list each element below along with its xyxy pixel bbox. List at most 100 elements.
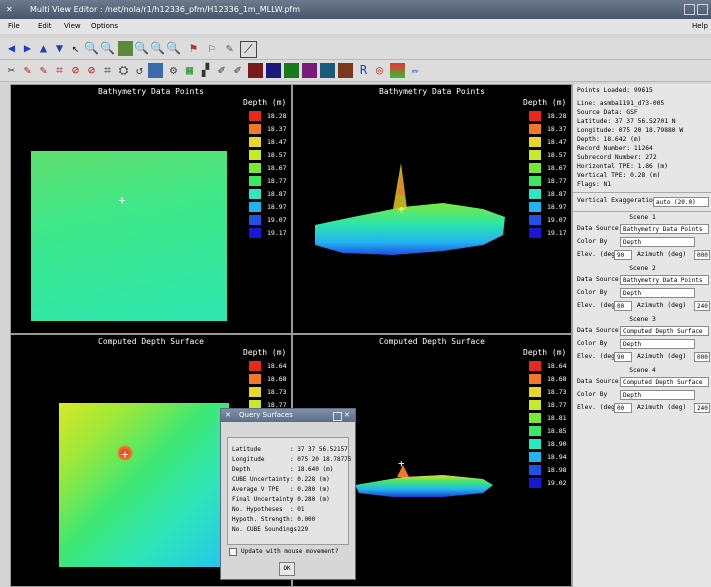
flag-icon[interactable]: ⚑ — [189, 41, 198, 55]
rotate-left-icon[interactable]: ◀ — [7, 41, 16, 55]
elevation-field[interactable]: 00 — [614, 403, 632, 413]
delete-poly-icon[interactable]: ✎ — [39, 63, 48, 77]
legend-entry: 18.28 — [529, 111, 571, 121]
color-by-select[interactable]: Depth — [620, 390, 695, 400]
legend-label: 18.37 — [547, 125, 567, 133]
brush-icon[interactable]: ✏ — [411, 63, 420, 77]
layer4-icon[interactable] — [302, 63, 317, 78]
data-source-select[interactable]: Bathymetry Data Points — [620, 224, 709, 234]
rotate-down-icon[interactable]: ▼ — [55, 41, 64, 55]
dialog-close-icon[interactable]: ✕ — [344, 411, 350, 419]
legend-label: 18.68 — [547, 375, 567, 383]
view-scene-2[interactable]: Bathymetry Data Points Depth (m) 18.28 18… — [292, 84, 572, 334]
layer1-icon[interactable] — [248, 63, 263, 78]
map-view-icon[interactable] — [118, 41, 133, 56]
app-x-icon[interactable]: ✕ — [6, 5, 13, 14]
legend-entry: 18.98 — [529, 465, 571, 475]
elevation-label: Elev. (deg) — [577, 404, 619, 411]
legend-swatch — [529, 137, 541, 147]
color-by-select[interactable]: Depth — [620, 339, 695, 349]
legend-label: 18.97 — [267, 203, 287, 211]
legend-swatch — [529, 452, 541, 462]
pencil-icon[interactable]: ✐ — [217, 63, 226, 77]
menu-edit[interactable]: Edit — [38, 22, 52, 30]
longitude: Longitude: 075 20 18.79880 W — [577, 127, 684, 134]
legend-entry: 18.77 — [529, 400, 571, 410]
surface-icon[interactable] — [148, 63, 163, 78]
azimuth-field[interactable]: 240 — [694, 403, 710, 413]
target-icon[interactable]: ◎ — [375, 63, 384, 77]
azimuth-field[interactable]: 000 — [694, 352, 710, 362]
highlight-icon[interactable]: ▦ — [185, 63, 194, 77]
elevation-field[interactable]: 90 — [614, 250, 632, 260]
maximize-icon[interactable] — [697, 4, 708, 15]
color-scale-icon[interactable] — [390, 63, 405, 78]
feature-icon[interactable]: ✎ — [225, 41, 234, 55]
zoom-extent-icon[interactable]: 🔍 — [166, 41, 181, 55]
legend-title: Depth (m) — [243, 348, 287, 357]
keep-poly-icon[interactable]: ⌗ — [56, 63, 63, 77]
azimuth-field[interactable]: 240 — [694, 301, 710, 311]
legend-entry: 18.28 — [249, 111, 291, 121]
exaggeration-field[interactable]: auto (20.0) — [653, 197, 709, 207]
menu-view[interactable]: View — [64, 22, 81, 30]
undo-icon[interactable]: ↺ — [135, 63, 144, 77]
measure-icon[interactable]: ⟋ — [240, 41, 257, 58]
rotate-up-icon[interactable]: ▲ — [39, 41, 48, 55]
menu-options[interactable]: Options — [91, 22, 119, 30]
update-checkbox[interactable] — [229, 548, 237, 556]
select-icon[interactable]: ▞ — [201, 63, 210, 77]
legend-entry: 18.90 — [529, 439, 571, 449]
delete-rect-icon[interactable]: ✎ — [23, 63, 32, 77]
hotkey-poly-icon[interactable]: ⌗ — [104, 63, 111, 77]
query-field-value: : 0.000 — [290, 516, 316, 523]
view-title: Computed Depth Surface — [98, 337, 204, 346]
color-by-select[interactable]: Depth — [620, 288, 695, 298]
rotate-right-icon[interactable]: ▶ — [23, 41, 32, 55]
pen-icon[interactable]: ✐ — [233, 63, 242, 77]
r-tool-icon[interactable]: R — [359, 63, 368, 77]
flag-toggle-icon[interactable]: ⚐ — [207, 41, 216, 55]
data-source-select[interactable]: Computed Depth Surface — [620, 326, 709, 336]
filter-icon[interactable]: ⛭ — [118, 63, 129, 77]
delete-point-icon[interactable]: ✂ — [7, 63, 16, 77]
settings-icon[interactable]: ⚙ — [169, 63, 178, 77]
legend-swatch — [249, 387, 261, 397]
points-loaded: Points Loaded: 99615 — [577, 87, 653, 94]
legend-entry: 18.73 — [249, 387, 291, 397]
elevation-field[interactable]: 90 — [614, 352, 632, 362]
dialog-maximize-icon[interactable] — [333, 412, 342, 421]
data-source-select[interactable]: Computed Depth Surface — [620, 377, 709, 387]
dialog-x-icon[interactable]: ✕ — [225, 411, 231, 419]
layer3-icon[interactable] — [284, 63, 299, 78]
query-field-label: Depth — [232, 466, 251, 473]
zoom-out-icon[interactable]: 🔍 — [100, 41, 115, 55]
restore-poly-icon[interactable]: ⊘ — [87, 63, 96, 77]
color-by-select[interactable]: Depth — [620, 237, 695, 247]
azimuth-field[interactable]: 000 — [694, 250, 710, 260]
menu-help[interactable]: Help — [692, 22, 708, 30]
data-source-label: Data Source — [577, 225, 619, 232]
view-scene-1[interactable]: Bathymetry Data Points Depth (m) 18.28 18… — [10, 84, 292, 334]
elevation-field[interactable]: 00 — [614, 301, 632, 311]
legend-label: 18.73 — [267, 388, 287, 396]
query-field-label: No. Hypotheses — [232, 506, 283, 513]
layer6-icon[interactable] — [338, 63, 353, 78]
data-source-select[interactable]: Bathymetry Data Points — [620, 275, 709, 285]
azimuth-label: Azimuth (deg) — [637, 404, 687, 411]
pointer-icon[interactable]: ↖ — [71, 41, 80, 55]
legend-swatch — [529, 150, 541, 160]
menu-file[interactable]: File — [8, 22, 20, 30]
zoom-in-icon[interactable]: 🔍 — [84, 41, 99, 55]
toolbar-view: ◀ ▶ ▲ ▼ ↖ 🔍 🔍 🔍 🔍 🔍 ⚑ ⚐ ✎ ⟋ — [0, 38, 711, 60]
minimize-icon[interactable] — [684, 4, 695, 15]
restore-rect-icon[interactable]: ⊘ — [71, 63, 80, 77]
layer5-icon[interactable] — [320, 63, 335, 78]
query-field-value: : 229 — [290, 526, 309, 533]
zoom-box-icon[interactable]: 🔍 — [134, 41, 149, 55]
ok-button[interactable]: OK — [279, 562, 295, 576]
query-field-label: Longitude — [232, 456, 265, 463]
legend-entry: 18.97 — [529, 202, 571, 212]
layer2-icon[interactable] — [266, 63, 281, 78]
zoom-reset-icon[interactable]: 🔍 — [150, 41, 165, 55]
